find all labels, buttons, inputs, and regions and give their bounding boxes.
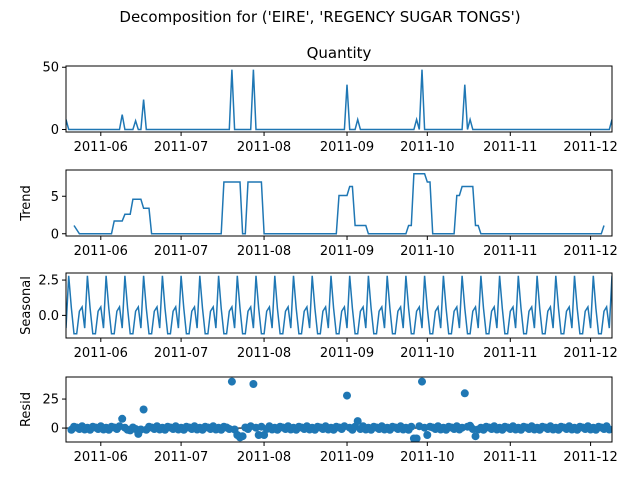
resid-point	[605, 425, 612, 434]
seasonal-ytick-label: 2.5	[38, 274, 59, 289]
trend-series-line	[73, 173, 605, 235]
seasonal-frame	[65, 272, 613, 339]
seasonal-xtick-label: 2011-06	[74, 346, 128, 361]
resid-point	[238, 432, 247, 441]
resid-point	[118, 414, 127, 423]
resid-xtick-label: 2011-12	[563, 450, 617, 465]
resid-point	[343, 391, 351, 400]
observed-plot-area	[66, 69, 612, 131]
trend-xtick-label: 2011-12	[563, 244, 617, 259]
seasonal-ytick-label: 0.0	[38, 309, 59, 324]
resid-point	[412, 434, 421, 442]
trend-xtick-label: 2011-07	[154, 244, 208, 259]
resid-frame	[65, 376, 613, 443]
resid-xtick-label: 2011-08	[237, 450, 291, 465]
trend-ytick-label: 5	[51, 190, 59, 205]
resid-ytick-label: 25	[42, 393, 59, 408]
observed-xtick-label: 2011-08	[237, 140, 291, 155]
observed-ytick-label: 50	[42, 61, 59, 76]
resid-point	[353, 417, 362, 426]
seasonal-xtick-label: 2011-11	[483, 346, 537, 361]
resid-xtick-label: 2011-09	[320, 450, 374, 465]
resid-point	[249, 380, 258, 388]
resid-point	[471, 432, 480, 441]
trend-ylabel: Trend	[19, 185, 34, 222]
observed-xtick-label: 2011-10	[400, 140, 454, 155]
seasonal-plot-area	[66, 275, 612, 335]
observed-xtick-label: 2011-06	[74, 140, 128, 155]
observed-panel: Quantity 0 50 2011-06 2011-07 2011-08 2011-09 2…	[42, 44, 617, 155]
resid-point	[460, 389, 469, 398]
trend-xtick-label: 2011-11	[483, 244, 537, 259]
resid-panel: Resid 0 25 2011-06 2011-07 2011-08 2011-09 2011…	[19, 376, 618, 465]
trend-xtick-label: 2011-09	[320, 244, 374, 259]
trend-xtick-label: 2011-06	[74, 244, 128, 259]
trend-panel: Trend 0 5 2011-06 2011-07 2011-08 2011-09 2011-…	[19, 169, 618, 259]
trend-frame	[65, 169, 613, 237]
trend-plot-area	[73, 173, 605, 235]
observed-series-line	[66, 69, 612, 131]
resid-xtick-label: 2011-10	[400, 450, 454, 465]
resid-point	[139, 405, 148, 414]
seasonal-ylabel: Seasonal	[19, 276, 34, 335]
observed-xtick-label: 2011-09	[320, 140, 374, 155]
observed-ytick-label: 0	[51, 123, 59, 138]
observed-frame	[65, 65, 613, 133]
seasonal-xtick-label: 2011-09	[320, 346, 374, 361]
resid-ytick-label: 0	[51, 422, 59, 437]
resid-point	[418, 377, 426, 386]
resid-xtick-label: 2011-11	[483, 450, 537, 465]
seasonal-series-line	[66, 275, 612, 335]
seasonal-panel: Seasonal 0.0 2.5 2011-06 2011-07 2011-08 2011-…	[19, 272, 618, 361]
resid-plot-area	[66, 377, 612, 442]
trend-ytick-label: 0	[51, 227, 59, 242]
observed-xtick-label: 2011-07	[154, 140, 208, 155]
resid-point	[407, 422, 416, 431]
observed-title: Quantity	[307, 44, 372, 62]
observed-xtick-label: 2011-11	[483, 140, 537, 155]
resid-point	[423, 431, 432, 439]
trend-xtick-label: 2011-08	[237, 244, 291, 259]
trend-xtick-label: 2011-10	[400, 244, 454, 259]
seasonal-xtick-label: 2011-12	[563, 346, 617, 361]
seasonal-xtick-label: 2011-10	[400, 346, 454, 361]
resid-xtick-label: 2011-07	[154, 450, 208, 465]
resid-xtick-label: 2011-06	[74, 450, 128, 465]
resid-ylabel: Resid	[19, 392, 34, 427]
resid-point	[260, 431, 269, 439]
observed-xtick-label: 2011-12	[563, 140, 617, 155]
figure-suptitle: Decomposition for ('EIRE', 'REGENCY SUGA…	[119, 8, 520, 26]
seasonal-xtick-label: 2011-08	[237, 346, 291, 361]
seasonal-xtick-label: 2011-07	[154, 346, 208, 361]
resid-point	[227, 377, 236, 386]
